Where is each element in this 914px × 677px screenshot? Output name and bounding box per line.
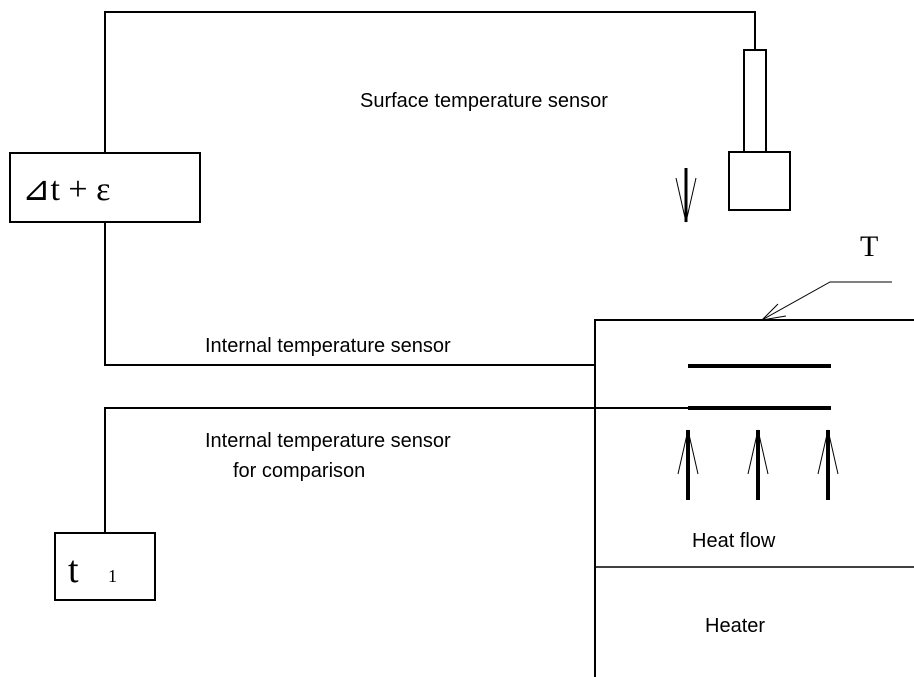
wire — [104, 11, 756, 153]
meter-label: t — [68, 549, 79, 591]
label: Heater — [705, 615, 765, 637]
arrow-head — [675, 177, 697, 223]
heat-arrows — [677, 429, 839, 500]
meter-box — [54, 532, 156, 601]
specimen — [594, 319, 914, 677]
wire — [104, 222, 595, 366]
sensor-stem — [743, 49, 767, 153]
label: Internal temperature sensor — [205, 335, 451, 357]
label: Surface temperature sensor — [360, 90, 608, 112]
meter-subscript: 1 — [108, 566, 117, 586]
meter-label: ⊿t + ε — [22, 171, 110, 208]
meter-box — [9, 152, 201, 223]
label: Internal temperature sensor — [205, 430, 451, 452]
sensor-head — [728, 151, 791, 211]
label: Heat flow — [692, 530, 776, 552]
wire — [104, 407, 688, 533]
label: for comparison — [233, 460, 365, 482]
label: T — [860, 230, 878, 263]
pointer — [761, 281, 892, 321]
